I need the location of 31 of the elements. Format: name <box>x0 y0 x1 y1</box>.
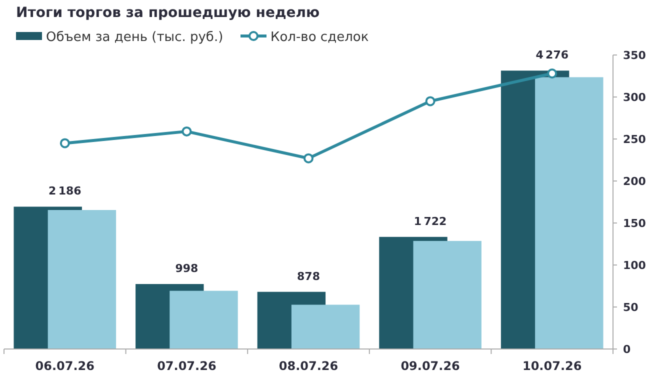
x-tick-label: 09.07.26 <box>400 359 460 373</box>
data-label: 1 722 <box>414 214 447 228</box>
bar <box>48 210 116 349</box>
y2-tick-label: 250 <box>623 133 646 146</box>
y2-tick-label: 300 <box>623 91 646 104</box>
x-tick-label: 08.07.26 <box>278 359 338 373</box>
y2-tick-label: 0 <box>623 343 631 356</box>
bar <box>413 240 482 349</box>
y2-tick-label: 100 <box>623 259 646 272</box>
y2-tick-label: 350 <box>623 49 646 62</box>
point <box>547 68 558 78</box>
point <box>60 138 70 148</box>
x-tick-label: 10.07.26 <box>522 359 582 373</box>
y2-tick-label: 50 <box>623 301 639 314</box>
data-label: 878 <box>297 270 320 283</box>
point <box>425 96 436 106</box>
bar <box>535 77 604 349</box>
x-tick-label: 07.07.26 <box>157 359 216 373</box>
data-label: 998 <box>175 262 198 276</box>
point <box>304 153 314 164</box>
data-label: 2 186 <box>48 184 82 198</box>
point <box>182 126 192 136</box>
x-tick-label: 06.07.26 <box>35 359 95 373</box>
legend-label: Кол-во сделок <box>270 30 369 45</box>
data-label: 4 276 <box>536 48 569 62</box>
y2-tick-label: 200 <box>623 175 646 188</box>
bar <box>170 290 238 349</box>
y2-tick-label: 150 <box>623 217 646 230</box>
chart-title: Итоги торгов за прошедшую неделю <box>16 5 320 21</box>
legend-label: Объем за день (тыс. руб.) <box>46 30 224 45</box>
bar <box>291 304 360 349</box>
